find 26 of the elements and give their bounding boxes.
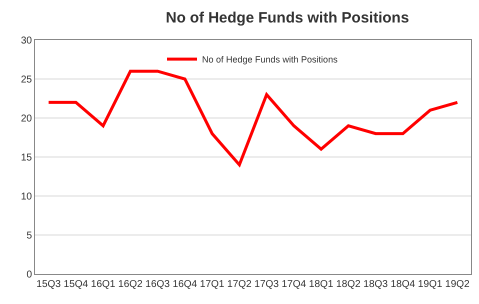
x-tick-label: 15Q3 [36,279,62,290]
y-tick-label: 5 [26,230,32,242]
line-series [47,70,459,166]
x-tick-label: 16Q4 [172,279,198,290]
y-tick-label: 20 [20,114,32,124]
x-tick-label: 17Q4 [282,279,307,290]
chart-title: No of Hedge Funds with Positions [166,10,410,27]
x-tick-label: 17Q2 [227,279,252,290]
y-tick-label: 0 [26,270,32,280]
x-tick-label: 18Q3 [363,279,388,290]
x-tick-label: 15Q4 [64,279,89,290]
x-tick-label: 19Q1 [418,279,443,290]
legend-label: No of Hedge Funds with Positions [202,54,338,65]
x-tick-label: 18Q1 [308,279,334,290]
x-tick-label: 16Q2 [118,279,144,290]
y-tick-label: 10 [20,192,32,202]
x-tick-label: 18Q2 [336,279,362,290]
y-tick-label: 15 [20,152,32,164]
x-tick-label: 18Q4 [390,279,416,290]
x-tick-label: 17Q1 [200,279,225,290]
x-tick-label: 19Q2 [445,279,470,290]
x-tick-label: 16Q3 [145,279,170,290]
y-tick-label: 30 [20,36,32,46]
y-tick-label: 25 [20,74,32,86]
x-tick-label: 16Q1 [90,279,116,290]
x-tick-label: 17Q3 [254,279,280,290]
